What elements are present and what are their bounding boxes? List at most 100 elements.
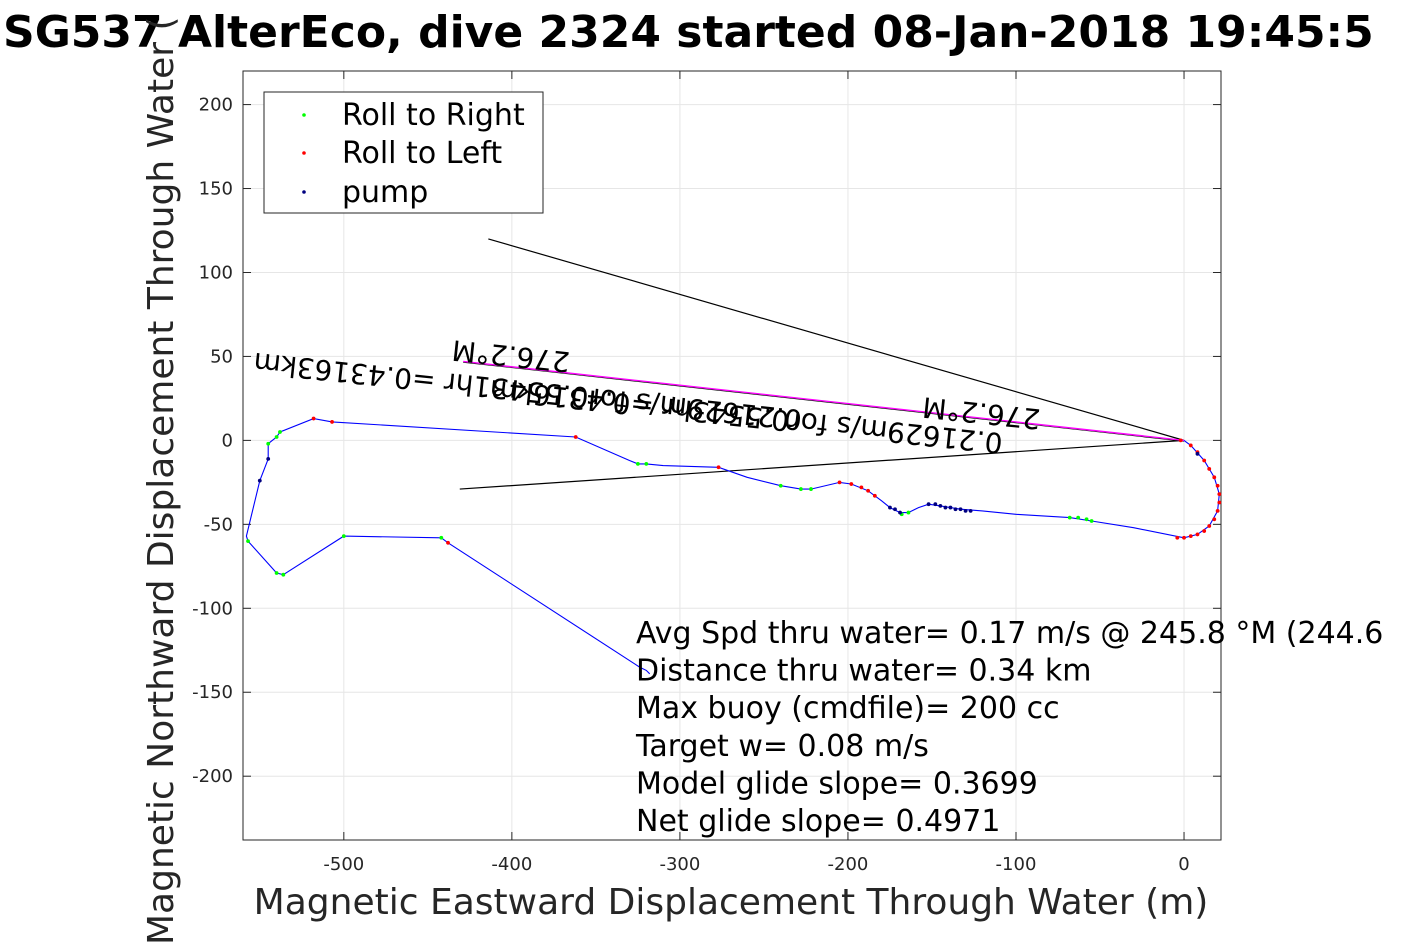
axes-frame — [242, 70, 1222, 841]
pump-point — [1195, 451, 1200, 456]
legend-label-roll-right: Roll to Right — [342, 98, 525, 133]
roll-left-point — [1202, 529, 1207, 533]
data-markers — [246, 416, 1222, 577]
x-tick-label: -300 — [659, 854, 700, 875]
roll-left-point — [573, 435, 578, 439]
legend-marker-roll-left — [302, 151, 306, 155]
x-axis-label: Magnetic Eastward Displacement Through W… — [254, 882, 1209, 923]
stats-line: Model glide slope= 0.3699 — [636, 766, 1038, 801]
legend: Roll to Right Roll to Left pump — [263, 91, 544, 214]
pump-point — [968, 509, 973, 513]
y-tick-label: 0 — [222, 430, 233, 451]
roll-right-point — [1076, 515, 1081, 520]
roll-right-point — [278, 430, 282, 434]
pump-point — [943, 505, 948, 510]
roll-left-point — [1195, 532, 1200, 537]
roll-right-point — [341, 534, 346, 538]
roll-right-point — [274, 571, 279, 575]
y-tick-label: 150 — [199, 179, 233, 200]
x-tick-label: 0 — [1178, 854, 1189, 875]
heading-line-shadow — [463, 362, 1185, 442]
roll-left-point — [1215, 483, 1220, 488]
roll-left-point — [1188, 443, 1193, 448]
roll-left-point — [872, 493, 877, 498]
legend-box — [263, 91, 544, 214]
pump-point — [958, 507, 963, 512]
reference-lines — [459, 238, 1185, 490]
stats-line: Distance thru water= 0.34 km — [636, 654, 1091, 689]
y-tick-label: 100 — [199, 262, 233, 283]
roll-left-point — [1207, 467, 1212, 471]
roll-right-point — [635, 461, 640, 466]
roll-left-point — [1175, 535, 1180, 540]
x-tick-label: -400 — [491, 854, 532, 875]
dive-stats: Avg Spd thru water= 0.17 m/s @ 245.8 °M … — [635, 616, 1383, 839]
roll-left-point — [716, 465, 721, 470]
roll-right-point — [1089, 519, 1094, 523]
stats-line: Max buoy (cmdfile)= 200 cc — [636, 691, 1060, 726]
y-tick-label: -50 — [204, 514, 233, 535]
pump-point — [926, 502, 931, 507]
reference-line — [459, 439, 1185, 490]
y-tick-label: 50 — [210, 346, 233, 367]
roll-left-point — [1217, 500, 1222, 505]
pump-point — [898, 510, 902, 515]
roll-left-point — [849, 482, 854, 486]
grid — [243, 71, 1221, 840]
roll-right-point — [1084, 517, 1089, 522]
roll-right-point — [906, 510, 911, 515]
pump-point — [953, 507, 958, 512]
roll-left-point — [1202, 458, 1207, 463]
pump-point — [257, 478, 262, 483]
track-line-lower — [245, 458, 651, 675]
roll-left-point — [837, 480, 842, 485]
roll-left-point — [1212, 517, 1217, 522]
roll-left-point — [866, 488, 871, 493]
legend-label-roll-left: Roll to Left — [342, 136, 502, 171]
roll-left-point — [446, 540, 450, 545]
y-axis-label: Magnetic Northward Displacement Through … — [141, 16, 182, 945]
x-tick-label: -100 — [996, 854, 1037, 875]
pump-point — [948, 505, 953, 510]
roll-right-point — [281, 572, 286, 577]
legend-marker-pump — [302, 190, 306, 194]
roll-left-point — [1207, 524, 1212, 528]
legend-marker-roll-right — [302, 113, 306, 117]
x-tick-label: -500 — [323, 854, 364, 875]
y-tick-label: 200 — [199, 95, 233, 116]
roll-right-point — [798, 487, 803, 491]
roll-left-point — [1182, 535, 1186, 540]
roll-left-point — [859, 485, 864, 490]
heading-line — [463, 360, 1185, 442]
roll-right-point — [439, 535, 444, 540]
roll-left-point — [1217, 492, 1222, 497]
chart-title: SG537 AlterEco, dive 2324 started 08-Jan… — [3, 7, 1374, 58]
track-line-upper — [267, 418, 1220, 539]
y-tick-label: -200 — [192, 766, 233, 787]
pump-point — [963, 509, 968, 513]
roll-left-point — [1212, 475, 1217, 480]
y-tick-label: -100 — [192, 598, 233, 619]
stats-line: Net glide slope= 0.4971 — [636, 804, 1000, 839]
x-tick-label: -200 — [828, 854, 869, 875]
roll-left-point — [1188, 534, 1193, 538]
roll-right-point — [274, 435, 279, 439]
pump-point — [266, 456, 271, 461]
pump-point — [893, 507, 897, 512]
legend-label-pump: pump — [342, 175, 428, 210]
y-tick-label: -150 — [192, 682, 233, 703]
pump-point — [938, 503, 943, 508]
roll-left-point — [311, 416, 316, 421]
roll-left-point — [1215, 509, 1220, 513]
stats-line: Avg Spd thru water= 0.17 m/s @ 245.8 °M … — [636, 616, 1383, 651]
roll-left-point — [1178, 438, 1183, 443]
pump-point — [888, 505, 892, 510]
stats-line: Target w= 0.08 m/s — [635, 729, 929, 764]
reference-line — [488, 238, 1185, 441]
roll-right-point — [266, 441, 271, 446]
roll-right-point — [644, 461, 649, 466]
tick-labels: -500 -400 -300 -200 -100 0-200-150-100-500501… — [192, 95, 1190, 875]
roll-right-point — [809, 487, 813, 491]
pump-point — [933, 502, 938, 507]
